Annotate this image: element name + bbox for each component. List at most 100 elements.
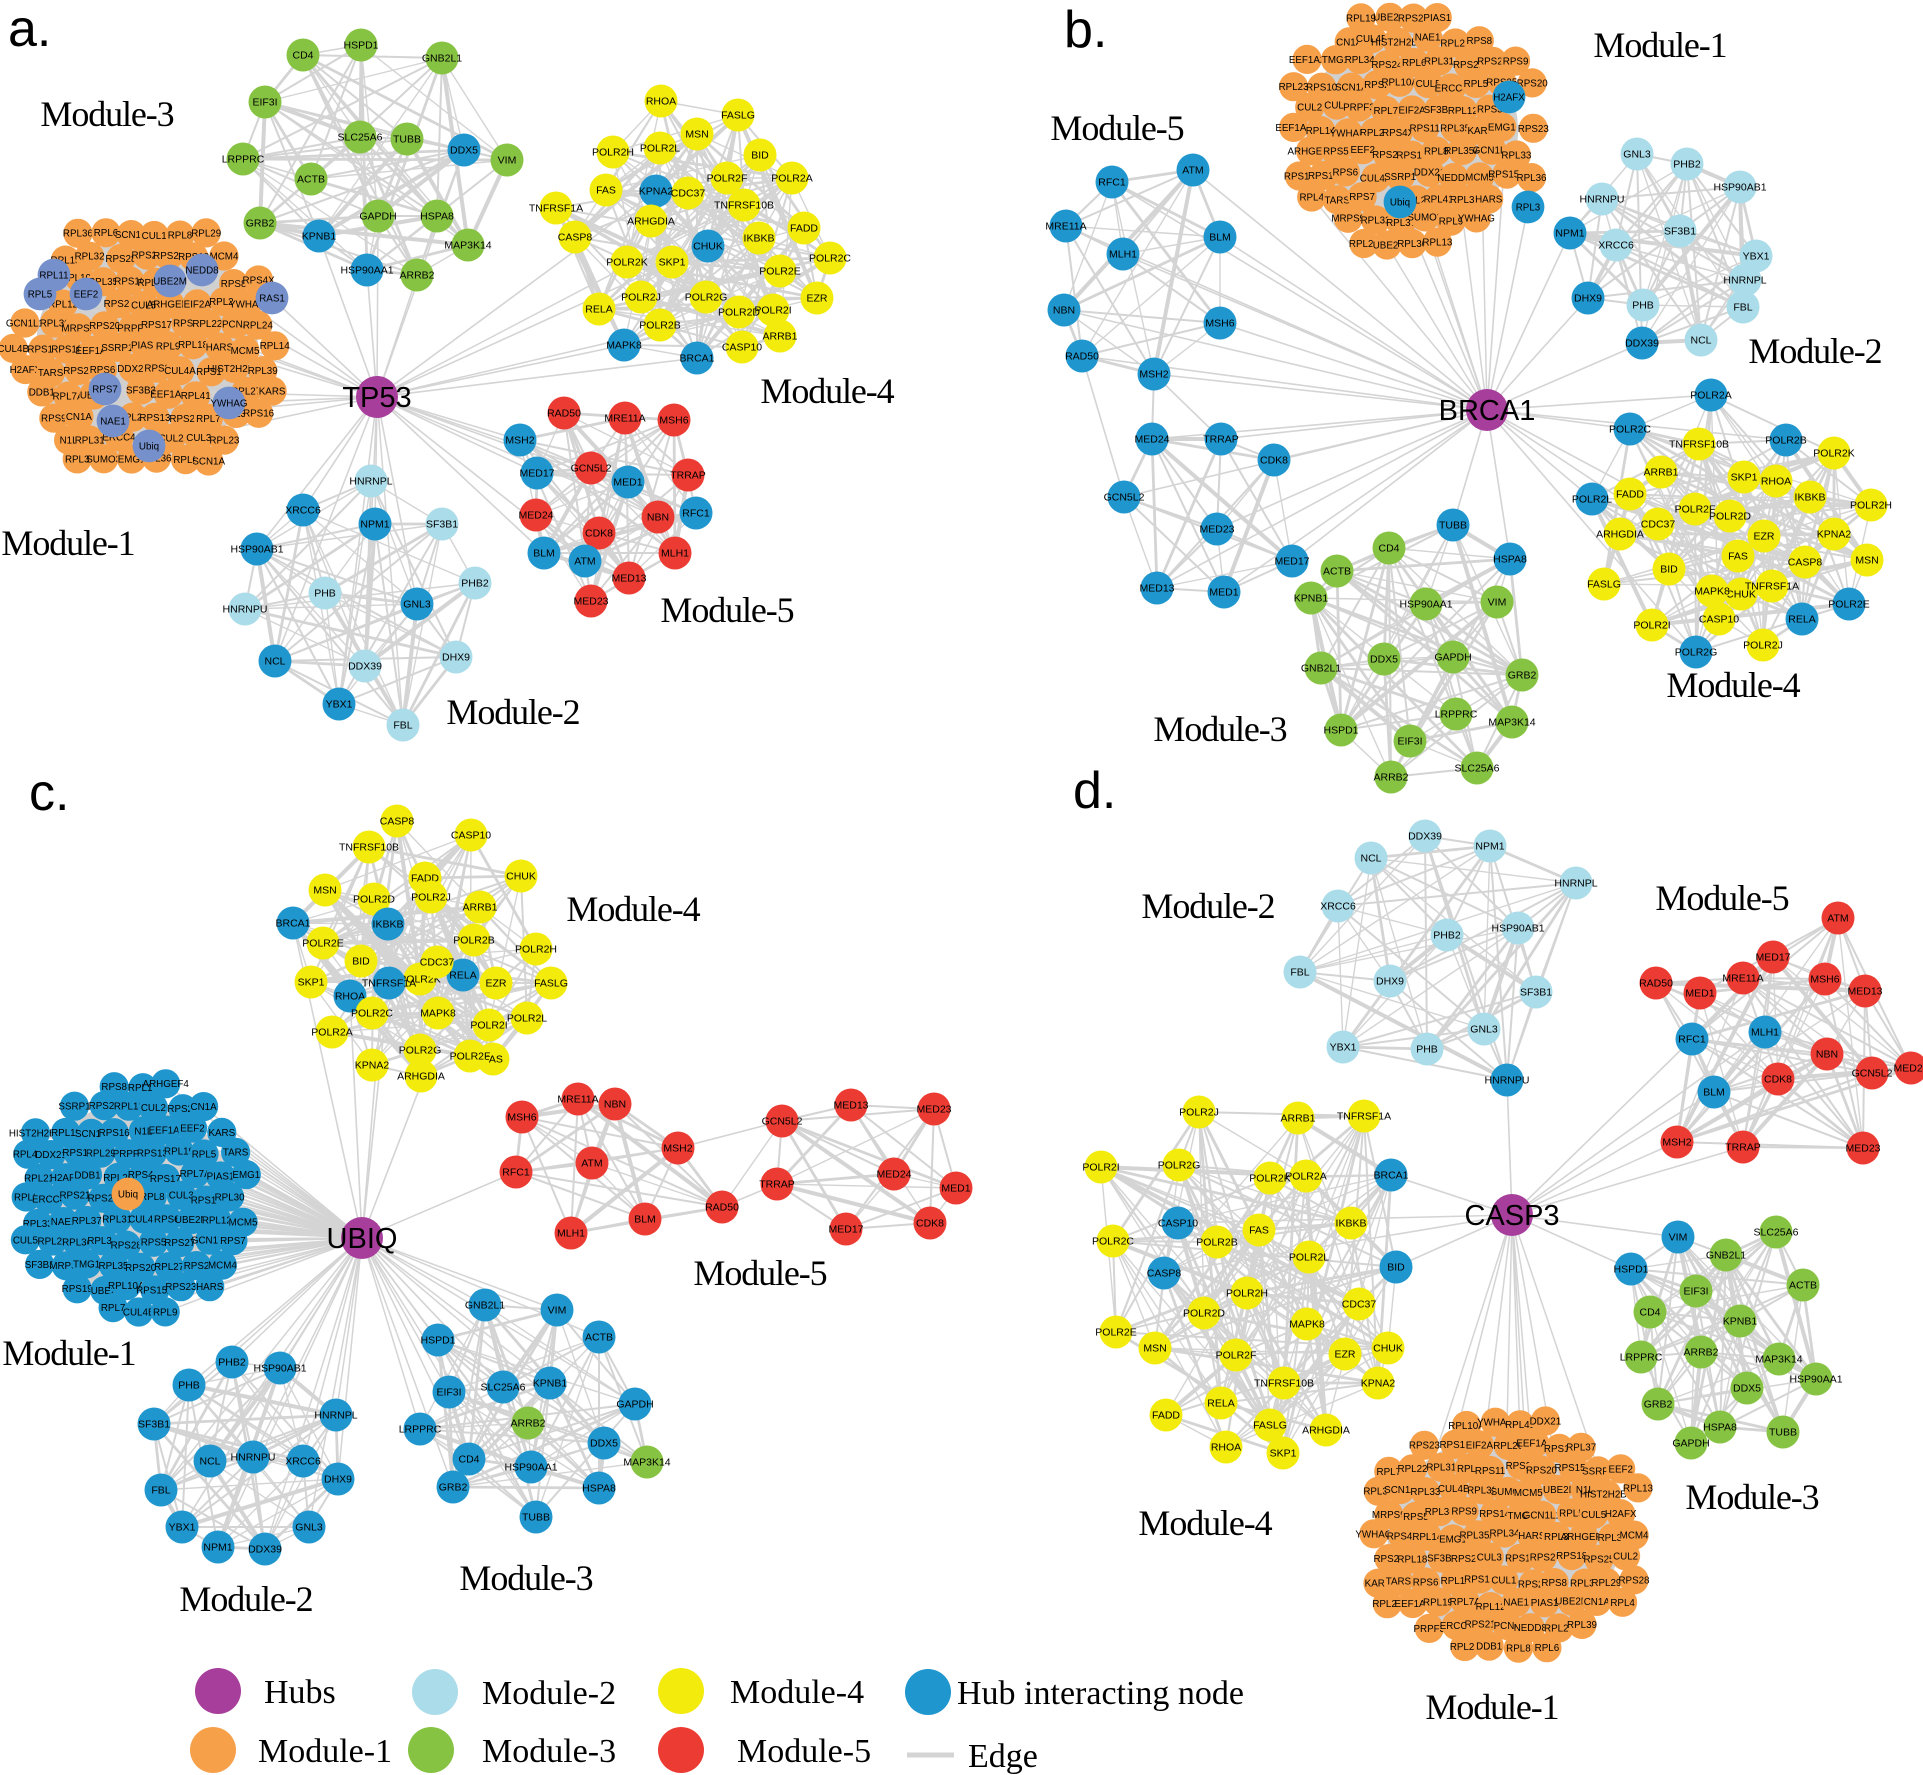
svg-text:RPS14: RPS14 — [27, 345, 59, 356]
svg-text:MLH1: MLH1 — [1109, 249, 1137, 261]
svg-text:YBX1: YBX1 — [326, 699, 353, 711]
svg-text:RPS13: RPS13 — [1505, 1554, 1537, 1565]
svg-text:RPS3: RPS3 — [173, 319, 199, 330]
svg-text:RPL27: RPL27 — [231, 387, 261, 398]
svg-text:N1L: N1L — [60, 435, 79, 446]
svg-text:VIM: VIM — [498, 155, 517, 167]
svg-text:MSN: MSN — [685, 129, 708, 141]
svg-text:RPL21: RPL21 — [1349, 239, 1379, 250]
svg-text:RPL14: RPL14 — [1306, 126, 1337, 137]
svg-text:RPL35A: RPL35A — [1459, 1530, 1496, 1541]
svg-text:DDX21: DDX21 — [1414, 168, 1446, 179]
svg-text:RPL30: RPL30 — [215, 1192, 246, 1203]
svg-text:Module-5: Module-5 — [660, 590, 793, 630]
svg-text:RPL7: RPL7 — [1374, 106, 1399, 117]
svg-text:RPL38: RPL38 — [1450, 195, 1481, 206]
svg-text:POLR2I: POLR2I — [1082, 1162, 1119, 1174]
svg-text:RPS27: RPS27 — [164, 1238, 195, 1249]
svg-text:PHB2: PHB2 — [461, 578, 489, 590]
svg-text:RPS13: RPS13 — [139, 413, 171, 424]
svg-text:TUBB: TUBB — [1769, 1427, 1797, 1439]
svg-text:TMG1: TMG1 — [1507, 1511, 1534, 1522]
svg-text:FAS: FAS — [1249, 1225, 1269, 1237]
svg-text:RPS5: RPS5 — [1323, 147, 1349, 158]
svg-text:TRRAP: TRRAP — [1203, 434, 1239, 446]
svg-text:RPL35: RPL35 — [1363, 1487, 1394, 1498]
svg-text:UBE2I: UBE2I — [91, 1286, 119, 1297]
svg-text:VIM: VIM — [1488, 597, 1507, 609]
svg-text:RPL21: RPL21 — [24, 1174, 54, 1185]
svg-text:RPL27: RPL27 — [1372, 1599, 1402, 1610]
svg-text:RPL22: RPL22 — [1398, 1464, 1428, 1475]
svg-text:RPL8: RPL8 — [1424, 147, 1449, 158]
svg-text:ARHGEF4: ARHGEF4 — [147, 300, 194, 311]
svg-text:RPL36: RPL36 — [62, 1237, 93, 1248]
svg-text:UBE2M: UBE2M — [1373, 13, 1407, 24]
svg-text:Module-4: Module-4 — [1666, 665, 1800, 705]
svg-text:EMG1: EMG1 — [1488, 123, 1516, 134]
svg-text:TNFRSF1A: TNFRSF1A — [1745, 581, 1799, 593]
svg-text:RPS21: RPS21 — [1453, 60, 1484, 71]
svg-text:RPL26: RPL26 — [103, 1173, 134, 1184]
svg-text:TNFRSF10B: TNFRSF10B — [1254, 1378, 1314, 1390]
svg-text:EEF1A1: EEF1A1 — [149, 1126, 186, 1137]
svg-text:RPL26: RPL26 — [209, 297, 240, 308]
svg-text:PIAS1: PIAS1 — [131, 341, 159, 352]
svg-text:RAD50: RAD50 — [705, 1202, 739, 1214]
svg-text:HNRNPL: HNRNPL — [1723, 275, 1766, 287]
svg-text:MAPK8: MAPK8 — [420, 1008, 456, 1020]
svg-text:RPL26: RPL26 — [1493, 1441, 1524, 1452]
svg-text:RPL18: RPL18 — [178, 340, 209, 351]
svg-text:RPL29: RPL29 — [191, 228, 221, 239]
svg-text:NBN: NBN — [647, 512, 669, 524]
svg-text:UBE2M: UBE2M — [1555, 1597, 1589, 1608]
svg-text:UBIQ: UBIQ — [327, 1223, 398, 1255]
svg-text:SKP1: SKP1 — [298, 977, 325, 989]
svg-text:MSN: MSN — [1855, 555, 1878, 567]
svg-text:HNRNPL: HNRNPL — [314, 1410, 357, 1422]
svg-text:SLC25A6: SLC25A6 — [481, 1382, 526, 1394]
svg-text:CDK8: CDK8 — [585, 528, 613, 540]
svg-text:RPL39: RPL39 — [248, 366, 278, 377]
svg-text:PIAS1: PIAS1 — [1531, 1598, 1559, 1609]
svg-text:RPL24: RPL24 — [243, 320, 274, 331]
svg-text:SF3B3: SF3B3 — [126, 385, 157, 396]
svg-text:RPL3: RPL3 — [1516, 202, 1541, 213]
svg-text:MRPS9: MRPS9 — [1331, 214, 1365, 225]
svg-text:NCL: NCL — [199, 1456, 220, 1468]
svg-text:POLR2G: POLR2G — [685, 292, 728, 304]
svg-text:GNL3: GNL3 — [295, 1522, 323, 1534]
svg-text:MRE11A: MRE11A — [1722, 973, 1763, 985]
svg-text:POLR2I: POLR2I — [754, 305, 791, 317]
svg-text:Module-5: Module-5 — [1050, 108, 1183, 148]
svg-text:POLR2H: POLR2H — [1850, 500, 1892, 512]
svg-text:RPL29: RPL29 — [1591, 1578, 1621, 1589]
svg-text:RPL7A: RPL7A — [180, 1169, 212, 1180]
svg-text:POLR2J: POLR2J — [621, 292, 661, 304]
svg-text:RPS8: RPS8 — [1541, 1578, 1567, 1589]
svg-text:RPL6: RPL6 — [94, 228, 119, 239]
svg-text:ARRB1: ARRB1 — [1643, 467, 1678, 479]
svg-text:RFC1: RFC1 — [682, 508, 710, 520]
svg-text:MRE11A: MRE11A — [557, 1094, 598, 1106]
svg-text:RPS23: RPS23 — [1409, 1441, 1441, 1452]
svg-text:FAS: FAS — [483, 1054, 503, 1066]
svg-text:CN1A: CN1A — [1584, 1597, 1611, 1608]
svg-text:RPS18: RPS18 — [1556, 1551, 1588, 1562]
svg-text:RPL10A: RPL10A — [108, 1281, 145, 1292]
svg-text:RPL30: RPL30 — [1397, 239, 1428, 250]
svg-text:RPL33: RPL33 — [1410, 1487, 1441, 1498]
svg-text:GCN5L2: GCN5L2 — [1852, 1068, 1893, 1080]
svg-text:EMG1: EMG1 — [1439, 1534, 1467, 1545]
svg-text:RPS28: RPS28 — [1618, 1575, 1650, 1586]
svg-text:KPNB1: KPNB1 — [533, 1378, 568, 1390]
svg-text:NBN: NBN — [1053, 305, 1075, 317]
svg-text:UBE2I: UBE2I — [1543, 1485, 1571, 1496]
svg-text:HSPD1: HSPD1 — [343, 40, 378, 52]
svg-text:MAP3K14: MAP3K14 — [623, 1457, 670, 1469]
svg-text:RPS28: RPS28 — [1477, 57, 1509, 68]
svg-text:CHUK: CHUK — [693, 241, 723, 253]
svg-text:EEF1A2: EEF1A2 — [1516, 1439, 1553, 1450]
svg-text:POLR2K: POLR2K — [1813, 448, 1854, 460]
svg-text:POLR2J: POLR2J — [411, 892, 451, 904]
